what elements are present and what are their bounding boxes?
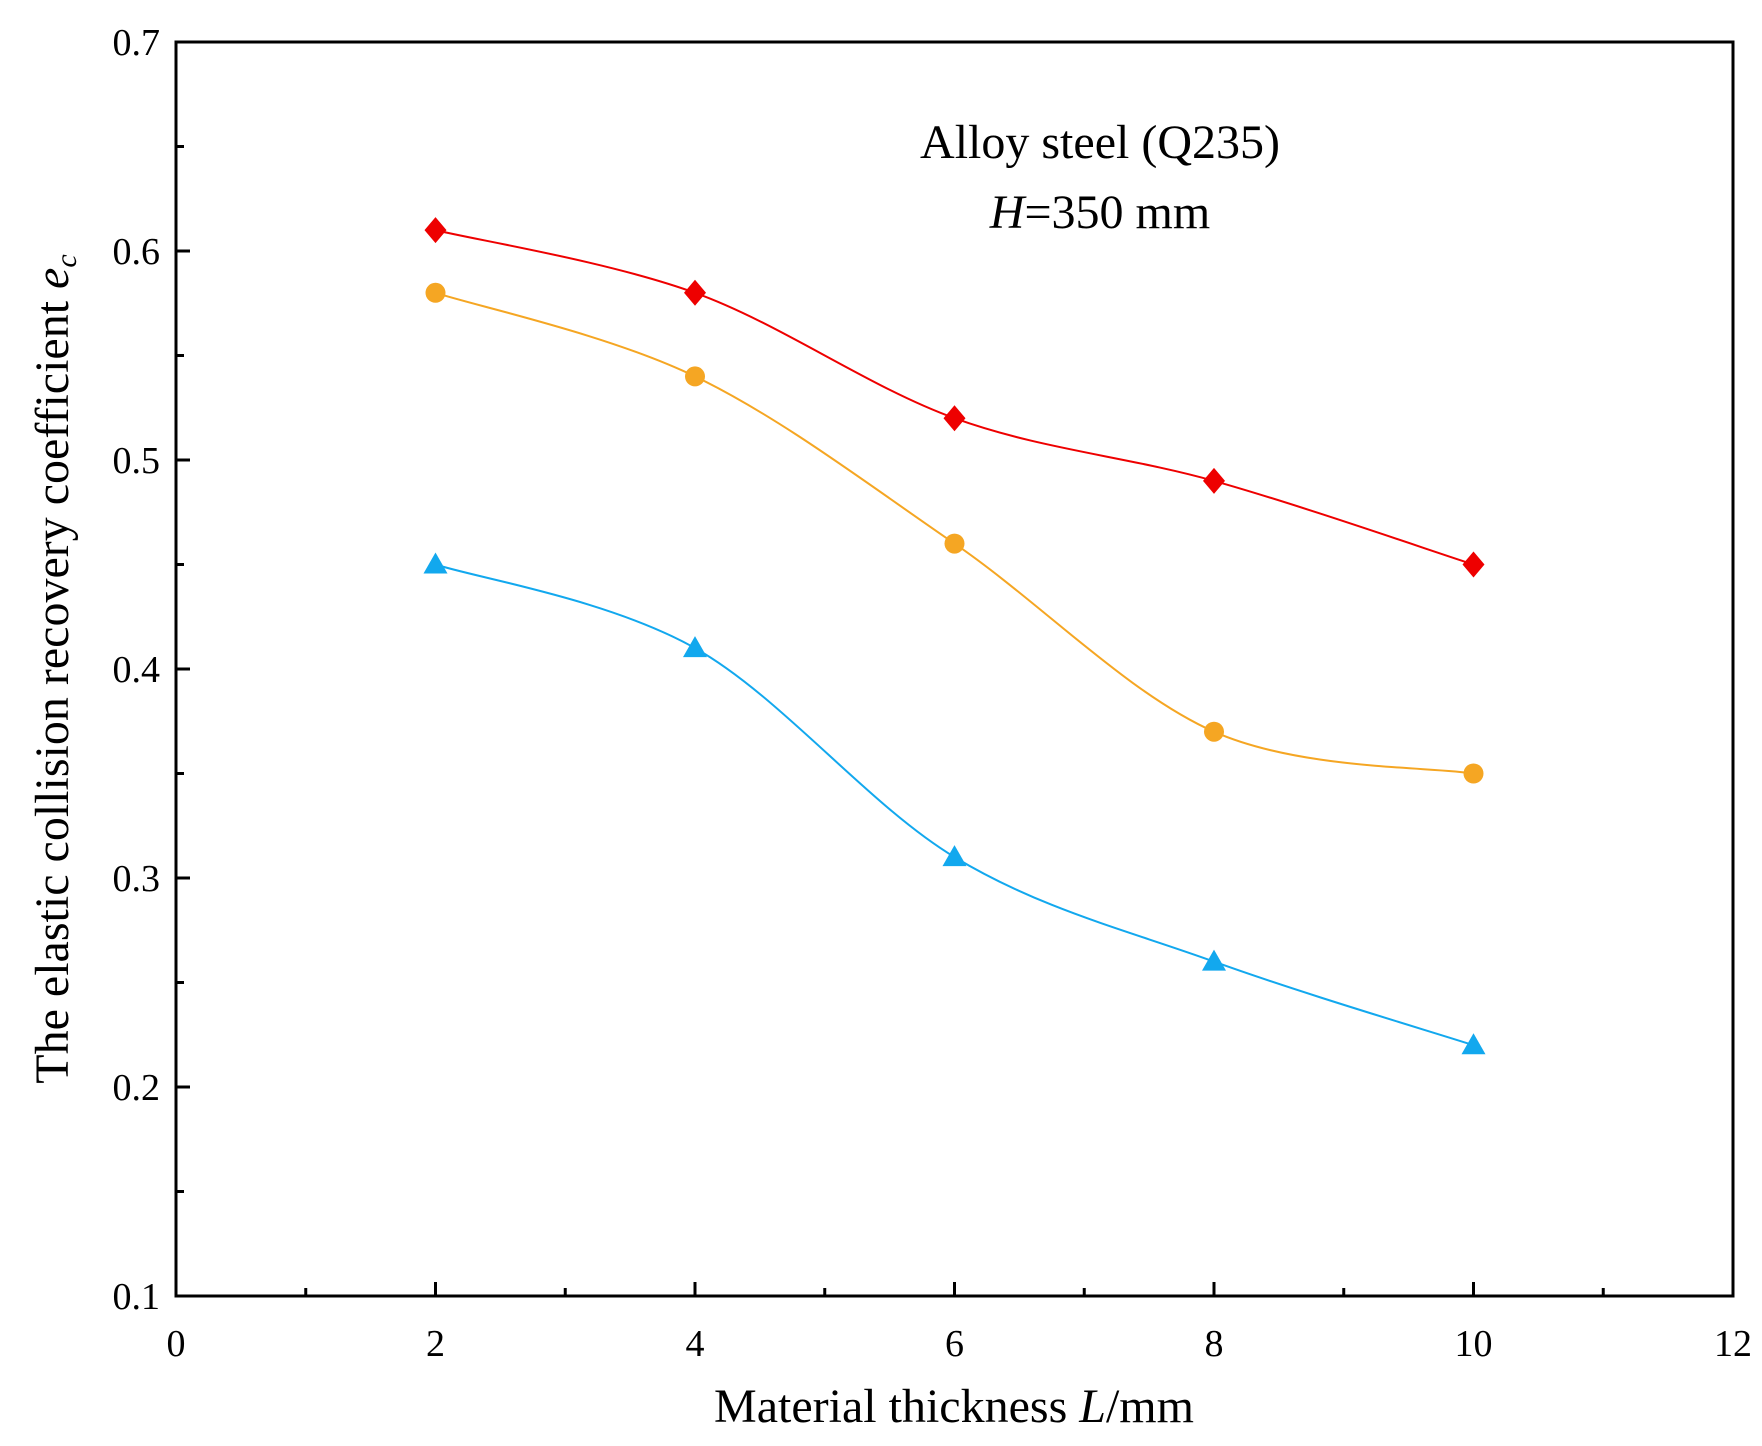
data-point-circle bbox=[1463, 763, 1484, 784]
data-point-diamond bbox=[943, 405, 966, 432]
y-tick-label: 0.6 bbox=[113, 231, 161, 273]
data-point-diamond bbox=[1203, 467, 1225, 494]
data-point-triangle bbox=[423, 552, 448, 574]
data-point-circle bbox=[944, 533, 965, 554]
y-tick-label: 0.5 bbox=[113, 440, 161, 482]
series-lines bbox=[435, 229, 1474, 1047]
data-point-triangle bbox=[1202, 949, 1226, 971]
y-axis-title-var: e bbox=[26, 268, 79, 289]
annotation-line2: H=350 mm bbox=[989, 186, 1210, 239]
axis-ticks bbox=[174, 40, 1735, 1298]
data-point-triangle bbox=[942, 845, 967, 867]
data-point-triangle bbox=[683, 636, 707, 658]
data-point-circle bbox=[425, 282, 446, 303]
series-line-diamond bbox=[435, 229, 1474, 566]
x-tick-label: 4 bbox=[686, 1323, 705, 1365]
x-tick-label: 6 bbox=[945, 1323, 964, 1365]
y-tick-label: 0.2 bbox=[113, 1067, 161, 1109]
y-axis-title-pre: The elastic collision recovery coefficie… bbox=[26, 289, 79, 1084]
series-line-circle bbox=[435, 291, 1474, 775]
x-axis-title-var: L bbox=[1078, 1380, 1106, 1433]
x-tick-label: 2 bbox=[426, 1323, 445, 1365]
x-tick-label: 8 bbox=[1205, 1323, 1224, 1365]
y-axis-title: The elastic collision recovery coefficie… bbox=[26, 254, 83, 1083]
y-tick-label: 0.7 bbox=[113, 22, 161, 64]
x-tick-label: 10 bbox=[1455, 1323, 1493, 1365]
x-axis-title-post: /mm bbox=[1106, 1380, 1194, 1433]
y-axis-title-sub: c bbox=[50, 254, 83, 267]
plot-frame bbox=[174, 40, 1735, 1298]
data-point-circle bbox=[685, 366, 705, 387]
x-axis-title-pre: Material thickness bbox=[714, 1380, 1079, 1433]
series-line-triangle bbox=[435, 563, 1474, 1047]
annotation-line2-rest: =350 mm bbox=[1024, 186, 1210, 239]
series-markers bbox=[423, 217, 1486, 1055]
y-tick-label: 0.4 bbox=[113, 649, 161, 691]
data-point-triangle bbox=[1461, 1033, 1486, 1055]
x-tick-label: 0 bbox=[167, 1323, 186, 1365]
x-tick-label: 12 bbox=[1714, 1323, 1752, 1365]
data-point-circle bbox=[1204, 721, 1224, 742]
annotation-line2-var: H bbox=[989, 186, 1027, 239]
y-tick-label: 0.1 bbox=[113, 1276, 161, 1318]
data-point-diamond bbox=[684, 279, 706, 306]
data-point-diamond bbox=[424, 217, 447, 244]
y-tick-label: 0.3 bbox=[113, 858, 161, 900]
x-axis-title: Material thickness L/mm bbox=[714, 1380, 1194, 1433]
annotation-line1: Alloy steel (Q235) bbox=[920, 116, 1280, 169]
data-point-diamond bbox=[1462, 551, 1485, 578]
tick-labels: 0 2 4 6 8 10 12 0.1 0.2 0.3 0.4 0.5 0.6 0.7 bbox=[113, 22, 1753, 1365]
